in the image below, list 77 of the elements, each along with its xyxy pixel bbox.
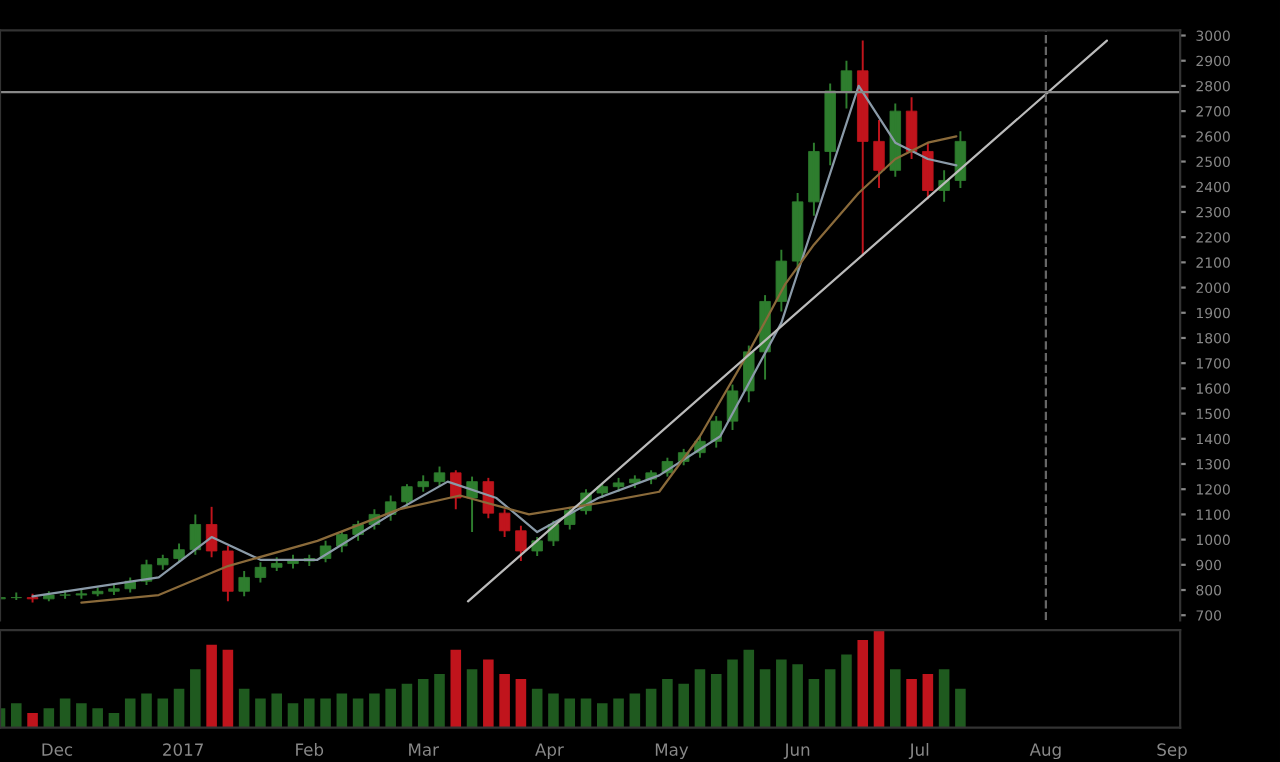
- x-tick-label: May: [655, 743, 689, 760]
- bar: [92, 708, 103, 728]
- bar: [580, 698, 592, 728]
- bar: [287, 703, 299, 728]
- x-tick-label: Sep: [1157, 743, 1187, 760]
- x-tick-label: Aug: [1029, 743, 1061, 760]
- line-series: [80, 135, 958, 604]
- bar: [922, 674, 934, 728]
- x-tick-label: Dec: [42, 743, 73, 756]
- bar: [841, 654, 852, 728]
- bar: [352, 698, 364, 728]
- bar: [157, 698, 169, 728]
- x-tick-label: Mar: [409, 743, 439, 756]
- bar: [320, 698, 331, 728]
- bar: [662, 678, 673, 728]
- bar: [938, 669, 950, 728]
- x-tick-label: Apr: [535, 743, 564, 760]
- bar: [108, 713, 120, 728]
- bar: [369, 693, 380, 728]
- bar: [222, 649, 234, 728]
- bar: [531, 688, 543, 728]
- candlestick: [75, 587, 88, 600]
- bar: [190, 669, 201, 728]
- bar: [710, 674, 722, 728]
- bar: [271, 693, 283, 728]
- x-tick-label: 2017: [163, 743, 203, 756]
- x-tick-label: Jun: [783, 743, 810, 759]
- bar: [808, 678, 820, 728]
- bar: [515, 678, 527, 728]
- bar: [173, 688, 185, 728]
- bar: [238, 688, 250, 728]
- bar: [10, 703, 22, 728]
- bar: [727, 659, 738, 728]
- bar: [824, 669, 836, 728]
- bar: [890, 669, 901, 728]
- candlestick: [10, 591, 22, 602]
- bar: [401, 683, 413, 728]
- bar: [499, 674, 510, 728]
- bar: [434, 674, 445, 728]
- bar: [597, 703, 608, 728]
- bar: [776, 659, 787, 728]
- bar: [27, 713, 38, 728]
- bar: [450, 649, 462, 728]
- candlestick: [417, 474, 429, 493]
- bar: [792, 664, 803, 728]
- bar: [694, 669, 706, 728]
- bar: [59, 698, 71, 728]
- bar: [678, 683, 689, 728]
- bar: [483, 659, 494, 728]
- bar: [303, 698, 315, 728]
- bar: [548, 693, 559, 728]
- bar: [955, 688, 966, 728]
- bar: [759, 669, 771, 728]
- bar: [873, 630, 885, 728]
- bar: [206, 644, 217, 728]
- bar: [417, 678, 429, 728]
- bar: [141, 693, 152, 728]
- bar: [124, 698, 136, 728]
- candlestick: [108, 584, 120, 597]
- candlestick: [238, 570, 250, 598]
- bar: [613, 698, 624, 728]
- bar: [43, 708, 55, 728]
- bar: [645, 688, 657, 728]
- bar: [336, 693, 348, 728]
- bar: [466, 669, 478, 728]
- candlestick: [498, 508, 511, 539]
- bar: [76, 703, 87, 728]
- bar: [857, 639, 869, 728]
- x-tick-label: Jul: [908, 742, 929, 759]
- bar: [564, 698, 576, 728]
- bar: [385, 688, 396, 728]
- bar: [743, 649, 755, 728]
- x-tick-label: Feb: [296, 742, 324, 756]
- bar: [255, 698, 266, 728]
- candlestick: [433, 465, 446, 488]
- bar: [629, 693, 641, 728]
- bar: [906, 678, 917, 728]
